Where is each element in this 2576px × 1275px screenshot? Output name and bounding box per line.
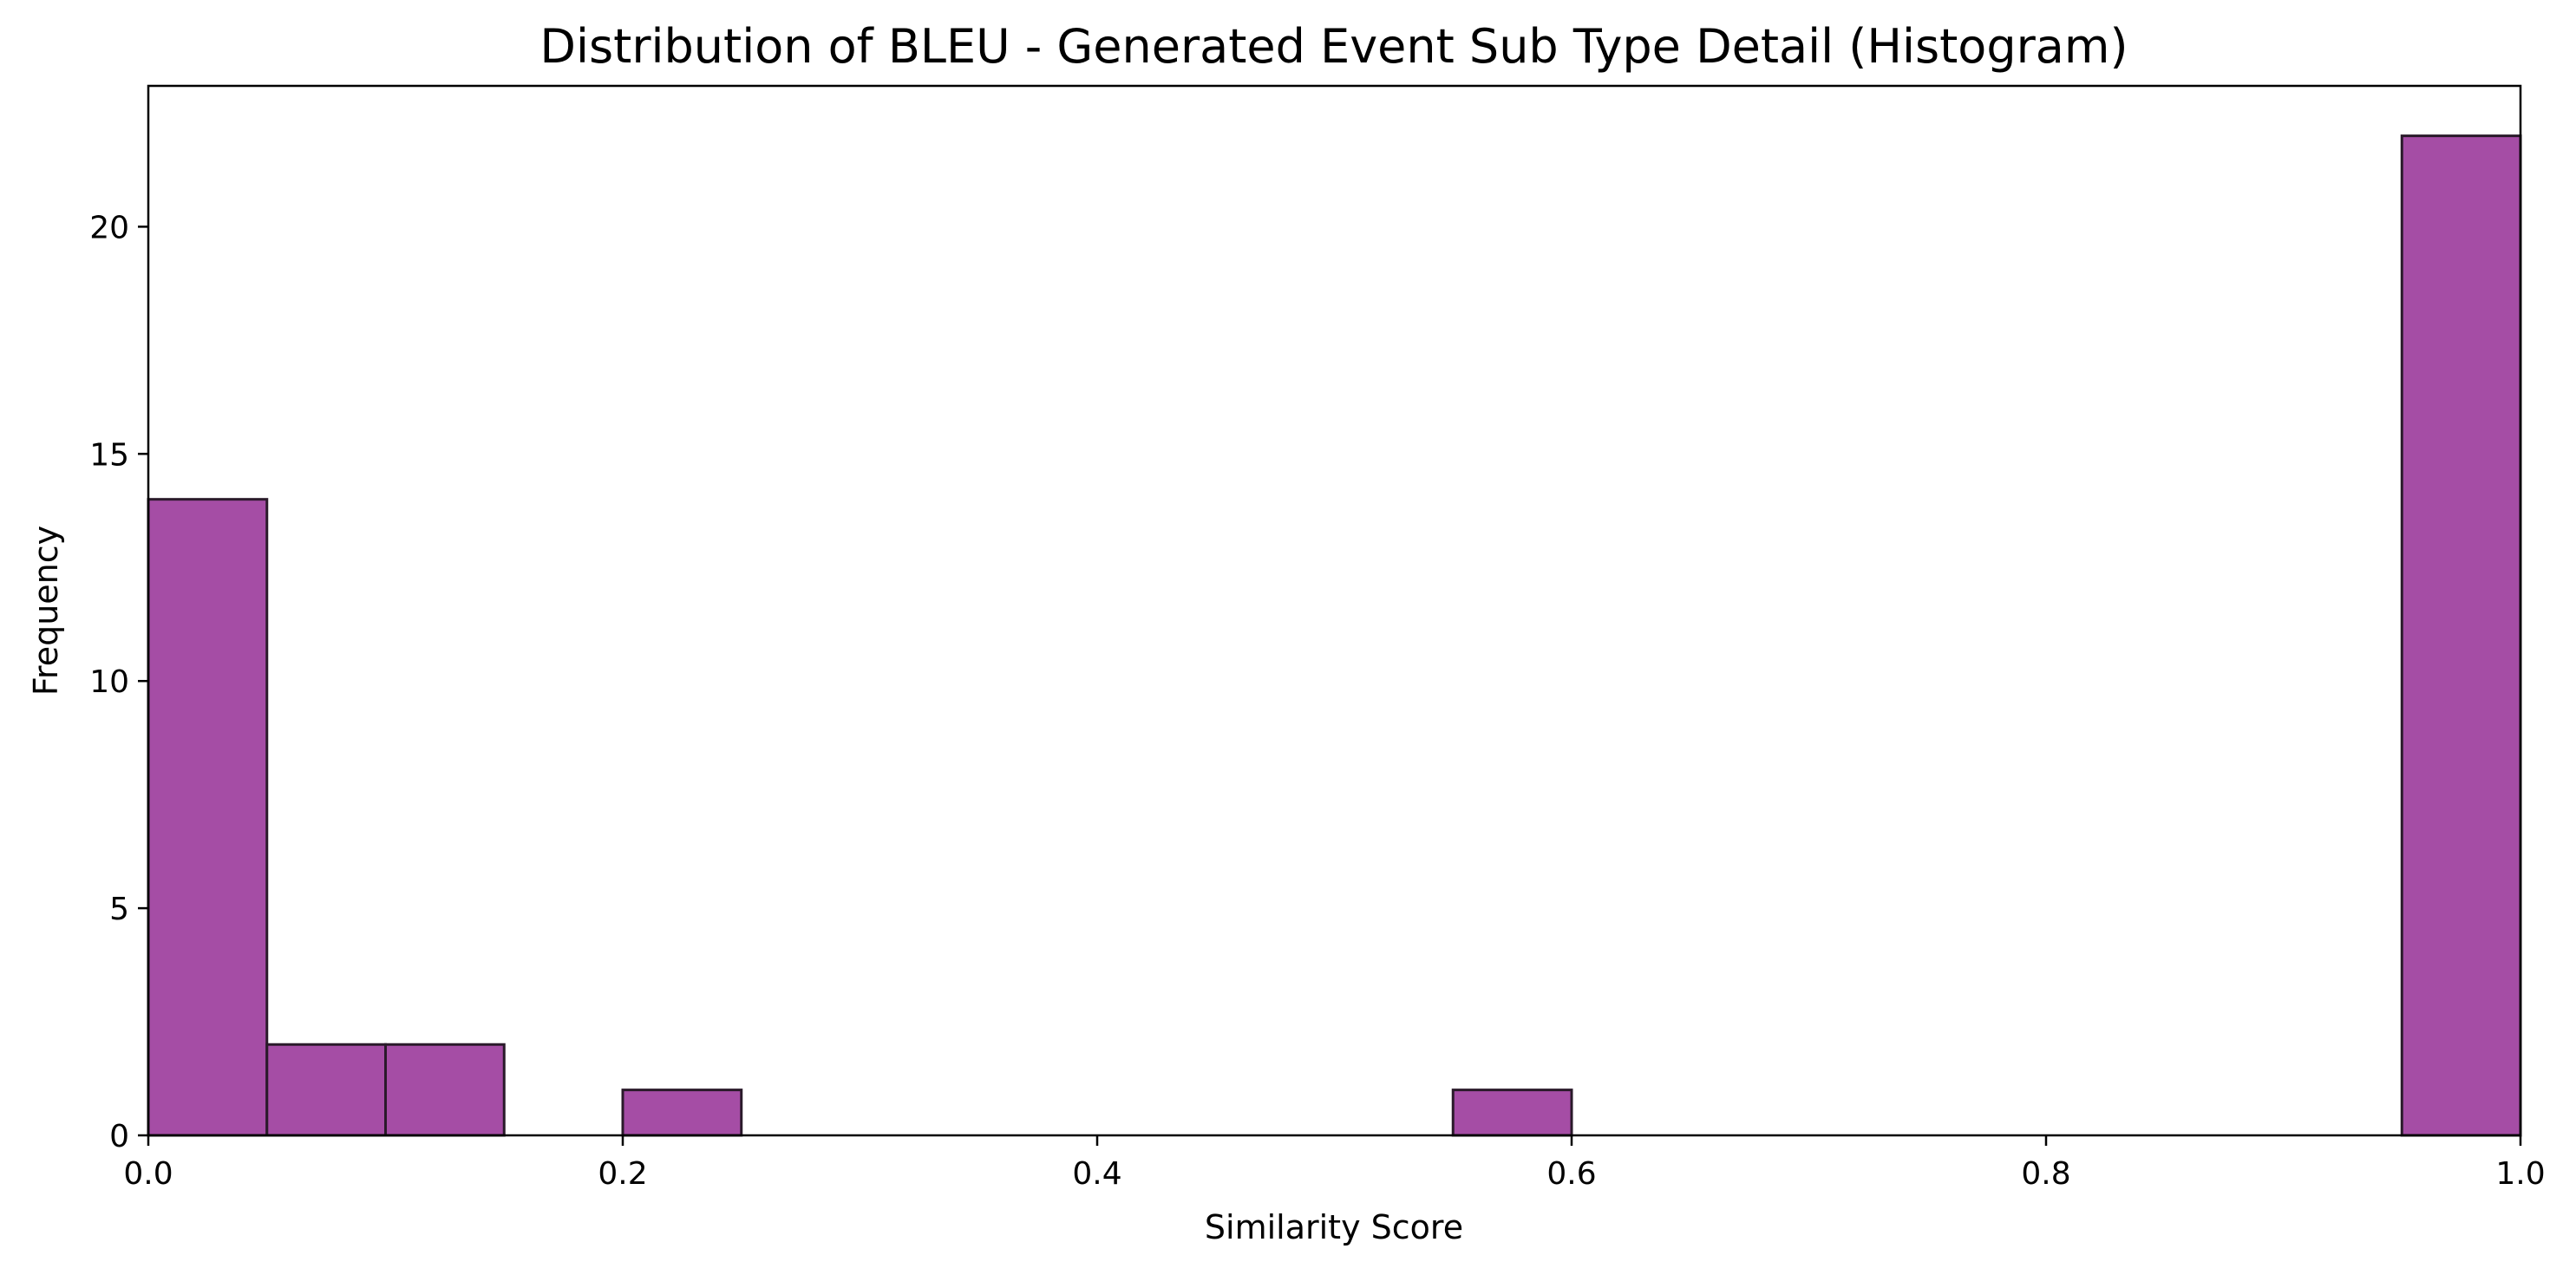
histogram-bar (621, 1089, 743, 1137)
plot-frame (147, 84, 2522, 1137)
chart-title: Distribution of BLEU - Generated Event S… (539, 19, 2128, 74)
y-tick-label: 15 (89, 437, 129, 473)
x-axis-label: Similarity Score (1205, 1208, 1463, 1246)
histogram-bar (2400, 134, 2522, 1137)
x-axis-ticks: 0.0 0.2 0.4 0.6 0.8 1.0 (123, 1135, 2546, 1192)
histogram-bar (265, 1043, 387, 1137)
y-tick-label: 5 (109, 892, 129, 927)
x-tick-label: 1.0 (2495, 1156, 2545, 1192)
x-tick-label: 0.2 (598, 1156, 647, 1192)
y-axis-ticks: 0 5 10 15 20 (89, 210, 148, 1154)
y-axis-label: Frequency (27, 526, 65, 696)
x-tick-label: 0.6 (1546, 1156, 1596, 1192)
histogram-bar (384, 1043, 506, 1137)
histogram-bar (147, 498, 269, 1137)
y-tick-label: 20 (89, 210, 129, 245)
histogram-bar (1451, 1089, 1573, 1137)
y-tick-label: 10 (89, 664, 129, 700)
x-tick-label: 0.4 (1072, 1156, 1121, 1192)
x-tick-label: 0.8 (2021, 1156, 2070, 1192)
x-tick-label: 0.0 (123, 1156, 173, 1192)
y-tick-label: 0 (109, 1119, 129, 1154)
bars-layer (147, 134, 2522, 1137)
